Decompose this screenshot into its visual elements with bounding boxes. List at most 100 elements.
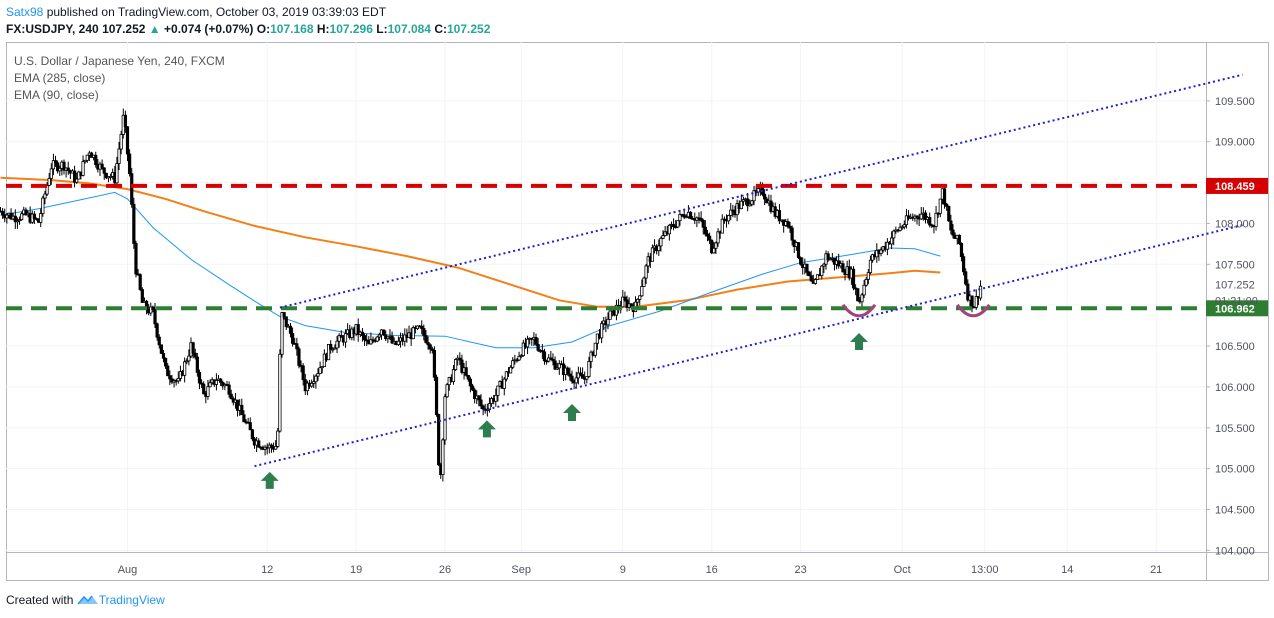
candle-body	[163, 357, 168, 367]
x-tick-label: 19	[350, 564, 362, 576]
chart-legend: U.S. Dollar / Japanese Yen, 240, FXCM EM…	[14, 53, 225, 104]
x-tick-label: 23	[794, 564, 806, 576]
candle-body	[796, 242, 801, 259]
x-tick-label: Sep	[511, 564, 531, 576]
candle-body	[608, 310, 612, 320]
candle-body	[752, 190, 756, 202]
candle-body	[390, 335, 394, 344]
candle-body	[123, 114, 127, 128]
legend-series-title[interactable]: U.S. Dollar / Japanese Yen, 240, FXCM	[14, 54, 225, 68]
legend-ema-285[interactable]: EMA (285, close)	[14, 71, 106, 85]
candle-body	[81, 161, 85, 176]
x-tick-label: Oct	[894, 564, 911, 576]
candle-body	[155, 323, 159, 338]
created-with-text: Created with	[6, 593, 74, 607]
candle-body	[919, 213, 923, 220]
candle-body	[688, 211, 693, 219]
candle-body	[593, 342, 597, 356]
footer-credit: Created with TradingView	[6, 593, 165, 607]
candle-body	[481, 405, 485, 410]
candle-body	[710, 239, 714, 254]
candle-body	[860, 294, 864, 303]
candle-body	[712, 247, 716, 254]
candle-body	[519, 355, 523, 357]
candle-body	[100, 163, 104, 169]
candle-body	[320, 366, 324, 369]
y-tick-label: 107.500	[1215, 259, 1255, 271]
candle-body	[502, 378, 506, 389]
candle-body	[187, 355, 191, 362]
candle-body	[102, 167, 106, 174]
candle-body	[661, 235, 665, 239]
tradingview-link[interactable]: TradingView	[98, 593, 165, 607]
candle-body	[951, 229, 955, 236]
candle-body	[396, 340, 401, 345]
time-axis[interactable]: Aug 12 19 26 Sep 9 16 23 Oct 13:00 14 21	[118, 564, 1163, 576]
candle-body	[199, 382, 204, 385]
candle-body	[678, 213, 682, 222]
candle-body	[902, 224, 906, 228]
candle-body	[580, 374, 585, 379]
legend-ema-90[interactable]: EMA (90, close)	[14, 88, 99, 102]
symbol-label[interactable]: FX:USDJPY, 240	[6, 22, 99, 36]
candle-body	[85, 154, 89, 161]
horizontal-levels[interactable]	[6, 183, 1206, 311]
candle-body	[934, 212, 938, 227]
y-tick-label: 105.000	[1215, 464, 1255, 476]
candle-body	[132, 203, 136, 244]
y-tick-label: 105.500	[1215, 423, 1255, 435]
candle-body	[382, 329, 386, 336]
candle-body	[422, 328, 426, 336]
candle-body	[763, 193, 767, 200]
candle-body	[739, 200, 743, 210]
author-link[interactable]: Satx98	[6, 5, 44, 19]
candle-body	[682, 214, 686, 218]
candle-body	[432, 349, 437, 378]
channel-upper-line[interactable]	[279, 73, 1243, 309]
candle-body	[942, 188, 947, 205]
grid	[6, 42, 1206, 552]
publish-info: Satx98 published on TradingView.com, Oct…	[6, 5, 386, 19]
candle-body	[587, 361, 591, 377]
candle-body	[185, 360, 189, 363]
candle-body	[864, 279, 868, 286]
candle-body	[437, 414, 441, 466]
candle-body	[280, 312, 284, 355]
candle-body	[788, 225, 792, 229]
candle-body	[750, 200, 754, 205]
candle-body	[166, 365, 170, 377]
candle-body	[756, 188, 760, 193]
support-tag-text: 106.962	[1215, 303, 1255, 315]
up-arrow-icon	[260, 471, 279, 489]
resistance-tag-text: 108.459	[1215, 181, 1255, 193]
candle-body	[326, 344, 331, 361]
candle-body	[701, 219, 705, 228]
candle-body	[13, 215, 17, 223]
close-value: 107.252	[447, 22, 491, 36]
candle-body	[424, 335, 428, 343]
candle-body	[566, 367, 570, 375]
smile-arc	[956, 303, 991, 318]
candle-body	[748, 203, 752, 207]
high-label: H:	[316, 22, 330, 36]
candle-body	[477, 395, 481, 401]
x-tick-label: Aug	[118, 564, 138, 576]
candle-body	[49, 168, 53, 179]
candle-body	[494, 395, 498, 402]
candle-body	[445, 384, 449, 398]
x-tick-label: 9	[620, 564, 626, 576]
candle-body	[314, 375, 318, 383]
candle-body	[595, 333, 600, 344]
candle-body	[464, 367, 468, 376]
price-axis[interactable]: 104.000 104.500 105.000 105.500 106.000 106.5…	[1206, 96, 1255, 558]
candle-body	[206, 386, 210, 397]
trend-channel[interactable]	[254, 73, 1243, 468]
candle-body	[333, 347, 337, 350]
candle-body	[149, 306, 153, 314]
candle-body	[870, 254, 875, 261]
candle-body	[570, 375, 574, 382]
candle-body	[191, 342, 195, 354]
candle-body	[578, 372, 583, 376]
candle-body	[66, 167, 70, 171]
